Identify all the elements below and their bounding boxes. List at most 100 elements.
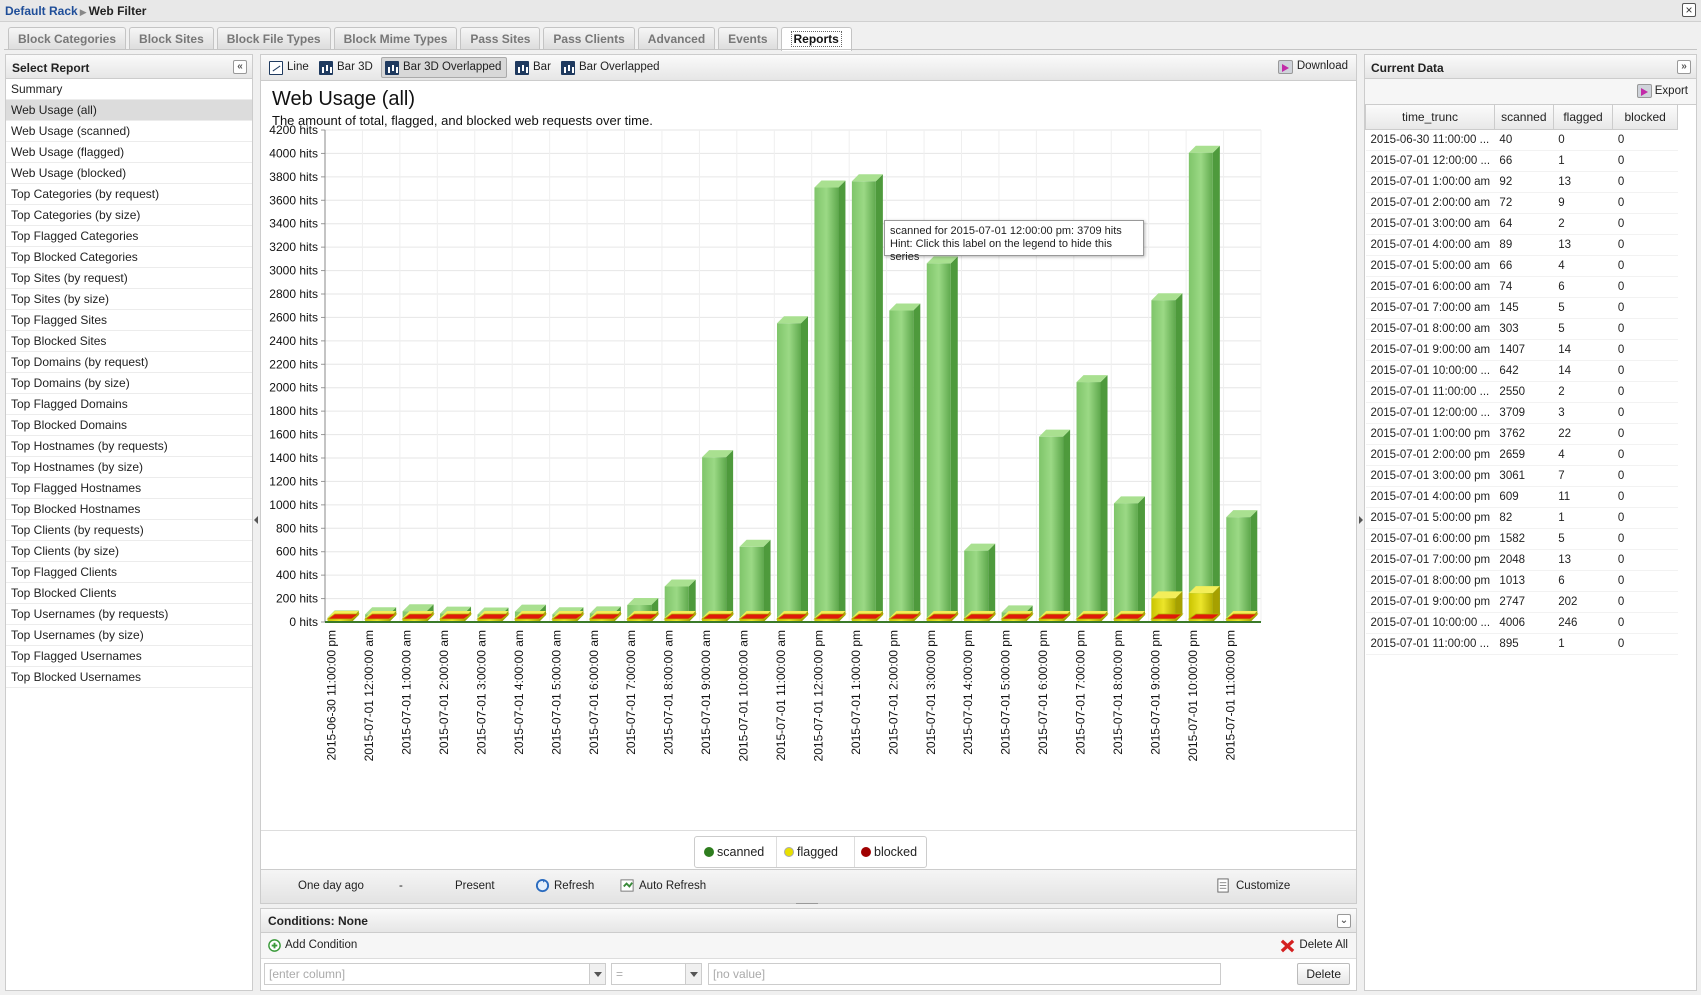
table-row[interactable]: 2015-07-01 7:00:00 pm 2048 13 0 bbox=[1365, 549, 1678, 571]
tab-block-file-types[interactable]: Block File Types bbox=[216, 27, 331, 50]
report-list-item[interactable]: Top Usernames (by size) bbox=[6, 625, 252, 646]
report-list-item[interactable]: Top Usernames (by requests) bbox=[6, 604, 252, 625]
report-list-item[interactable]: Top Flagged Domains bbox=[6, 394, 252, 415]
table-row[interactable]: 2015-07-01 10:00:00 ... 4006 246 0 bbox=[1365, 612, 1678, 634]
report-list-item[interactable]: Top Clients (by requests) bbox=[6, 520, 252, 541]
resize-grip[interactable] bbox=[796, 903, 818, 907]
report-list-item[interactable]: Top Blocked Domains bbox=[6, 415, 252, 436]
report-list-item[interactable]: Top Sites (by size) bbox=[6, 289, 252, 310]
y-tick-label: 600 hits bbox=[276, 545, 318, 559]
table-row[interactable]: 2015-07-01 1:00:00 pm 3762 22 0 bbox=[1365, 423, 1678, 445]
breadcrumb-parent-link[interactable]: Default Rack bbox=[5, 4, 78, 18]
view-bar3d-overlapped-button[interactable]: Bar 3D Overlapped bbox=[381, 57, 508, 78]
report-list-item[interactable]: Web Usage (all) bbox=[6, 100, 252, 121]
report-list-item[interactable]: Top Blocked Usernames bbox=[6, 667, 252, 688]
add-condition-button[interactable]: Add Condition bbox=[267, 939, 357, 952]
report-list-item[interactable]: Top Blocked Hostnames bbox=[6, 499, 252, 520]
table-row[interactable]: 2015-07-01 6:00:00 pm 1582 5 0 bbox=[1365, 528, 1678, 550]
delete-all-button[interactable]: Delete All bbox=[1280, 939, 1348, 953]
report-list-item[interactable]: Top Flagged Sites bbox=[6, 310, 252, 331]
tab-pass-clients[interactable]: Pass Clients bbox=[543, 27, 635, 50]
table-row[interactable]: 2015-07-01 12:00:00 ... 3709 3 0 bbox=[1365, 402, 1678, 424]
delete-condition-button[interactable]: Delete bbox=[1297, 963, 1350, 985]
auto-refresh-label: Auto Refresh bbox=[639, 880, 707, 892]
report-list-item[interactable]: Top Domains (by size) bbox=[6, 373, 252, 394]
report-list-item[interactable]: Web Usage (scanned) bbox=[6, 121, 252, 142]
table-row[interactable]: 2015-07-01 3:00:00 pm 3061 7 0 bbox=[1365, 465, 1678, 487]
tab-block-sites[interactable]: Block Sites bbox=[129, 27, 214, 50]
report-list-item[interactable]: Top Blocked Sites bbox=[6, 331, 252, 352]
tab-pass-sites[interactable]: Pass Sites bbox=[460, 27, 541, 50]
scanned-bar-top bbox=[851, 174, 883, 182]
operator-select[interactable]: = bbox=[611, 963, 702, 985]
download-button[interactable]: Download bbox=[1275, 57, 1348, 78]
table-row[interactable]: 2015-07-01 5:00:00 pm 82 1 0 bbox=[1365, 507, 1678, 529]
report-list-item[interactable]: Web Usage (blocked) bbox=[6, 163, 252, 184]
report-list-item[interactable]: Top Hostnames (by requests) bbox=[6, 436, 252, 457]
tab-advanced[interactable]: Advanced bbox=[637, 27, 716, 50]
report-list-item[interactable]: Top Categories (by size) bbox=[6, 205, 252, 226]
collapse-left-icon[interactable]: « bbox=[233, 60, 247, 74]
table-row[interactable]: 2015-07-01 3:00:00 am 64 2 0 bbox=[1365, 213, 1678, 235]
table-row[interactable]: 2015-07-01 8:00:00 pm 1013 6 0 bbox=[1365, 570, 1678, 592]
table-row[interactable]: 2015-07-01 2:00:00 pm 2659 4 0 bbox=[1365, 444, 1678, 466]
report-list-item[interactable]: Top Categories (by request) bbox=[6, 184, 252, 205]
report-list-item[interactable]: Summary bbox=[6, 79, 252, 100]
table-row[interactable]: 2015-07-01 7:00:00 am 145 5 0 bbox=[1365, 297, 1678, 319]
collapse-conditions-icon[interactable]: ⌄ bbox=[1337, 914, 1351, 928]
table-row[interactable]: 2015-07-01 9:00:00 pm 2747 202 0 bbox=[1365, 591, 1678, 613]
tab-block-mime-types[interactable]: Block Mime Types bbox=[333, 27, 458, 50]
table-row[interactable]: 2015-07-01 5:00:00 am 66 4 0 bbox=[1365, 255, 1678, 277]
report-list-item[interactable]: Web Usage (flagged) bbox=[6, 142, 252, 163]
table-row[interactable]: 2015-07-01 4:00:00 am 89 13 0 bbox=[1365, 234, 1678, 256]
value-input[interactable]: [no value] bbox=[708, 963, 1221, 985]
tab-events[interactable]: Events bbox=[718, 27, 778, 50]
report-list-item[interactable]: Top Flagged Clients bbox=[6, 562, 252, 583]
legend-item-scanned[interactable]: scanned bbox=[704, 845, 764, 859]
report-list-item[interactable]: Top Flagged Usernames bbox=[6, 646, 252, 667]
range-from[interactable]: One day ago bbox=[298, 880, 364, 892]
table-row[interactable]: 2015-07-01 2:00:00 am 72 9 0 bbox=[1365, 192, 1678, 214]
report-list-item[interactable]: Top Flagged Hostnames bbox=[6, 478, 252, 499]
tab-reports[interactable]: Reports bbox=[780, 27, 852, 51]
view-bar-button[interactable]: Bar bbox=[511, 57, 557, 78]
table-row[interactable]: 2015-06-30 11:00:00 ... 40 0 0 bbox=[1365, 129, 1678, 151]
table-row[interactable]: 2015-07-01 10:00:00 ... 642 14 0 bbox=[1365, 360, 1678, 382]
table-row[interactable]: 2015-07-01 4:00:00 pm 609 11 0 bbox=[1365, 486, 1678, 508]
report-list-item[interactable]: Top Blocked Categories bbox=[6, 247, 252, 268]
report-list-item[interactable]: Top Blocked Clients bbox=[6, 583, 252, 604]
close-icon[interactable]: × bbox=[1682, 3, 1696, 17]
customize-button[interactable]: Customize bbox=[1216, 878, 1290, 893]
table-row[interactable]: 2015-07-01 8:00:00 am 303 5 0 bbox=[1365, 318, 1678, 340]
left-splitter-handle[interactable] bbox=[254, 510, 259, 530]
table-row[interactable]: 2015-07-01 11:00:00 ... 895 1 0 bbox=[1365, 633, 1678, 655]
report-list-item[interactable]: Top Hostnames (by size) bbox=[6, 457, 252, 478]
scanned-bar bbox=[964, 550, 989, 622]
export-button[interactable]: Export bbox=[1634, 83, 1688, 102]
legend-item-blocked[interactable]: blocked bbox=[861, 845, 917, 859]
report-list-item[interactable]: Top Clients (by size) bbox=[6, 541, 252, 562]
refresh-button[interactable]: Refresh bbox=[535, 878, 594, 893]
collapse-right-icon[interactable]: » bbox=[1677, 60, 1691, 74]
report-list-item[interactable]: Top Sites (by request) bbox=[6, 268, 252, 289]
auto-refresh-button[interactable]: Auto Refresh bbox=[620, 879, 707, 892]
column-select[interactable]: [enter column] bbox=[264, 963, 606, 985]
view-line-button[interactable]: Line bbox=[265, 57, 315, 78]
view-bar-overlapped-button[interactable]: Bar Overlapped bbox=[557, 57, 666, 78]
legend-item-flagged[interactable]: flagged bbox=[784, 845, 838, 859]
table-row[interactable]: 2015-07-01 11:00:00 ... 2550 2 0 bbox=[1365, 381, 1678, 403]
column-header[interactable]: flagged bbox=[1552, 105, 1614, 130]
range-to[interactable]: Present bbox=[455, 880, 495, 892]
column-header[interactable]: time_trunc bbox=[1365, 105, 1495, 130]
table-row[interactable]: 2015-07-01 12:00:00 ... 66 1 0 bbox=[1365, 150, 1678, 172]
column-header[interactable]: blocked bbox=[1612, 105, 1678, 130]
table-row[interactable]: 2015-07-01 1:00:00 am 92 13 0 bbox=[1365, 171, 1678, 193]
table-row[interactable]: 2015-07-01 6:00:00 am 74 6 0 bbox=[1365, 276, 1678, 298]
tab-block-categories[interactable]: Block Categories bbox=[8, 27, 127, 50]
view-bar3d-button[interactable]: Bar 3D bbox=[315, 57, 379, 78]
table-row[interactable]: 2015-07-01 9:00:00 am 1407 14 0 bbox=[1365, 339, 1678, 361]
report-list-item[interactable]: Top Flagged Categories bbox=[6, 226, 252, 247]
right-splitter-handle[interactable] bbox=[1358, 510, 1363, 530]
report-list-item[interactable]: Top Domains (by request) bbox=[6, 352, 252, 373]
column-header[interactable]: scanned bbox=[1493, 105, 1554, 130]
